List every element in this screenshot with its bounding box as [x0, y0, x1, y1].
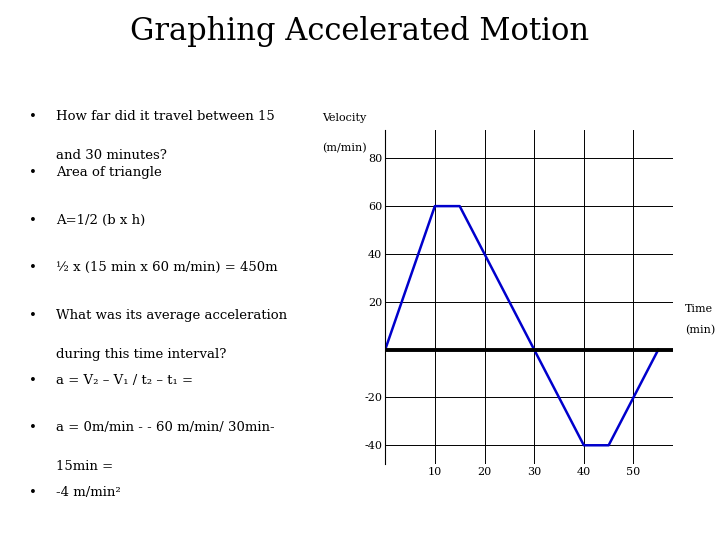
Text: •: •	[29, 166, 37, 179]
Text: •: •	[29, 261, 37, 274]
Text: How far did it travel between 15: How far did it travel between 15	[56, 110, 275, 123]
Text: Velocity: Velocity	[322, 113, 366, 123]
Text: during this time interval?: during this time interval?	[56, 348, 227, 361]
Text: and 30 minutes?: and 30 minutes?	[56, 149, 167, 162]
Text: (min): (min)	[685, 325, 715, 336]
Text: ½ x (15 min x 60 m/min) = 450m: ½ x (15 min x 60 m/min) = 450m	[56, 261, 278, 274]
Text: a = V₂ – V₁ / t₂ – t₁ =: a = V₂ – V₁ / t₂ – t₁ =	[56, 374, 193, 387]
Text: What was its average acceleration: What was its average acceleration	[56, 309, 287, 322]
Text: 15min =: 15min =	[56, 460, 113, 473]
Text: •: •	[29, 374, 37, 387]
Text: a = 0m/min - - 60 m/min/ 30min-: a = 0m/min - - 60 m/min/ 30min-	[56, 421, 275, 434]
Text: •: •	[29, 486, 37, 499]
Text: •: •	[29, 421, 37, 434]
Text: •: •	[29, 214, 37, 227]
Text: Time: Time	[685, 303, 713, 314]
Text: Area of triangle: Area of triangle	[56, 166, 162, 179]
Text: Graphing Accelerated Motion: Graphing Accelerated Motion	[130, 16, 590, 47]
Text: (m/min): (m/min)	[322, 143, 366, 153]
Text: -4 m/min²: -4 m/min²	[56, 486, 121, 499]
Text: •: •	[29, 110, 37, 123]
Text: A=1/2 (b x h): A=1/2 (b x h)	[56, 214, 145, 227]
Text: •: •	[29, 309, 37, 322]
